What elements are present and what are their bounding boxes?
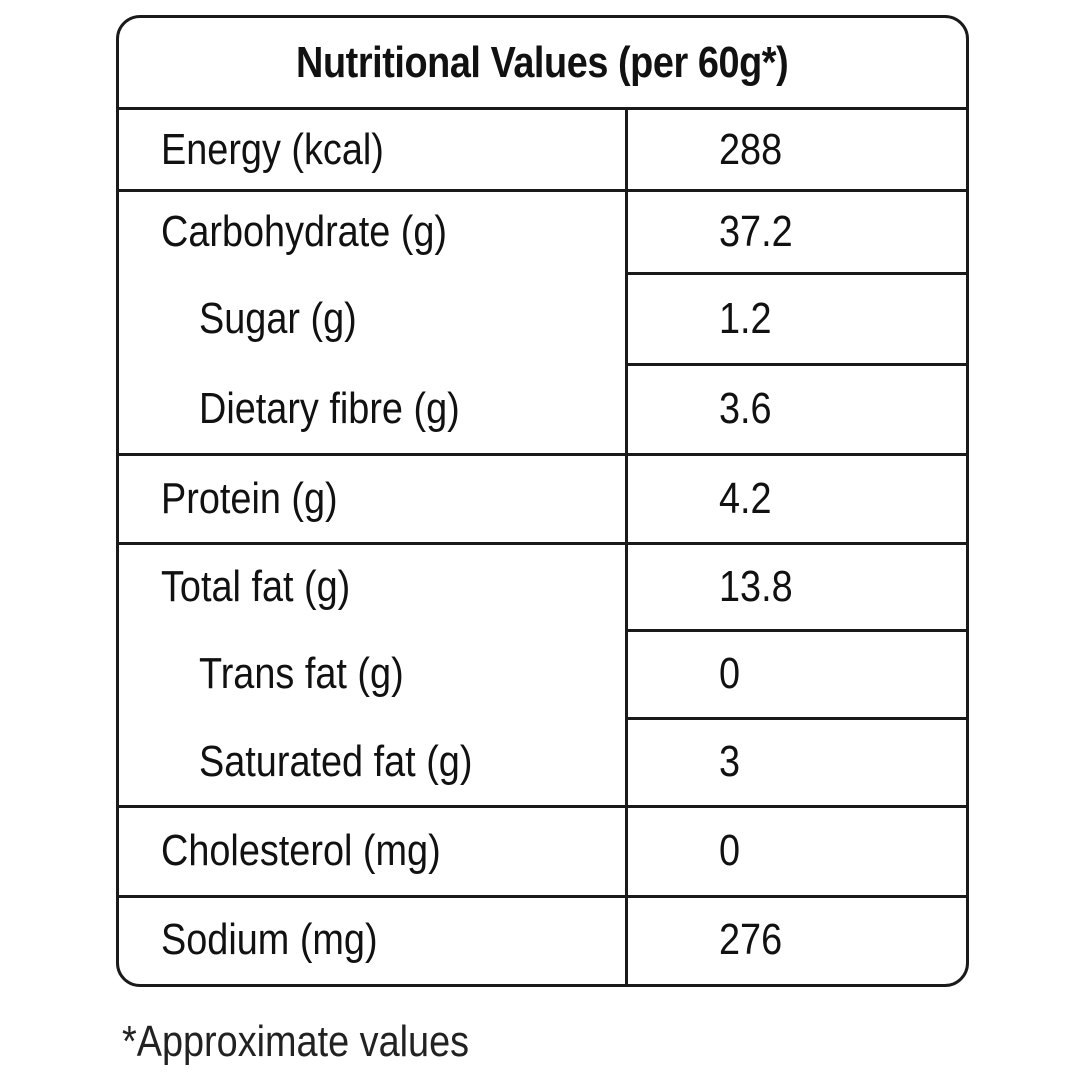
table-row-cholesterol: Cholesterol (mg) 0 [119,806,966,896]
row-label: Total fat (g) [161,561,351,611]
row-divider [119,895,966,898]
row-value: 0 [719,826,741,875]
row-value: 288 [719,125,783,174]
column-divider [625,110,628,984]
table-row-dietary-fibre: Dietary fibre (g) 3.6 [119,364,966,454]
table-row-saturated-fat: Saturated fat (g) 3 [119,718,966,806]
row-value: 13.8 [719,561,793,611]
row-label: Dietary fibre (g) [199,384,460,433]
footnote: *Approximate values [122,1017,470,1066]
row-value: 0 [719,649,741,698]
table-title: Nutritional Values (per 60g*) [119,18,966,110]
row-divider [119,542,966,545]
row-divider [119,189,966,192]
table-row-sugar: Sugar (g) 1.2 [119,273,966,364]
row-label: Energy (kcal) [161,125,384,174]
row-label: Sodium (mg) [161,915,378,964]
value-divider [625,629,966,632]
row-label: Cholesterol (mg) [161,826,441,875]
table-row-trans-fat: Trans fat (g) 0 [119,630,966,718]
row-value: 3 [719,737,741,786]
value-divider [625,272,966,275]
row-label: Protein (g) [161,473,338,523]
row-divider [119,805,966,808]
table-row-protein: Protein (g) 4.2 [119,454,966,543]
table-row-carbohydrate: Carbohydrate (g) 37.2 [119,190,966,273]
value-divider [625,717,966,720]
row-label: Carbohydrate (g) [161,206,448,256]
value-divider [625,363,966,366]
row-value: 37.2 [719,206,793,256]
row-value: 4.2 [719,473,772,523]
row-value: 1.2 [719,293,772,343]
row-value: 276 [719,915,783,964]
row-label: Saturated fat (g) [199,737,473,786]
row-label: Sugar (g) [199,293,357,343]
table-row-energy: Energy (kcal) 288 [119,110,966,190]
row-divider [119,453,966,456]
table-row-sodium: Sodium (mg) 276 [119,896,966,984]
row-value: 3.6 [719,384,772,433]
row-label: Trans fat (g) [199,649,404,698]
table-row-total-fat: Total fat (g) 13.8 [119,543,966,630]
nutrition-table: Nutritional Values (per 60g*) Energy (kc… [116,15,969,987]
